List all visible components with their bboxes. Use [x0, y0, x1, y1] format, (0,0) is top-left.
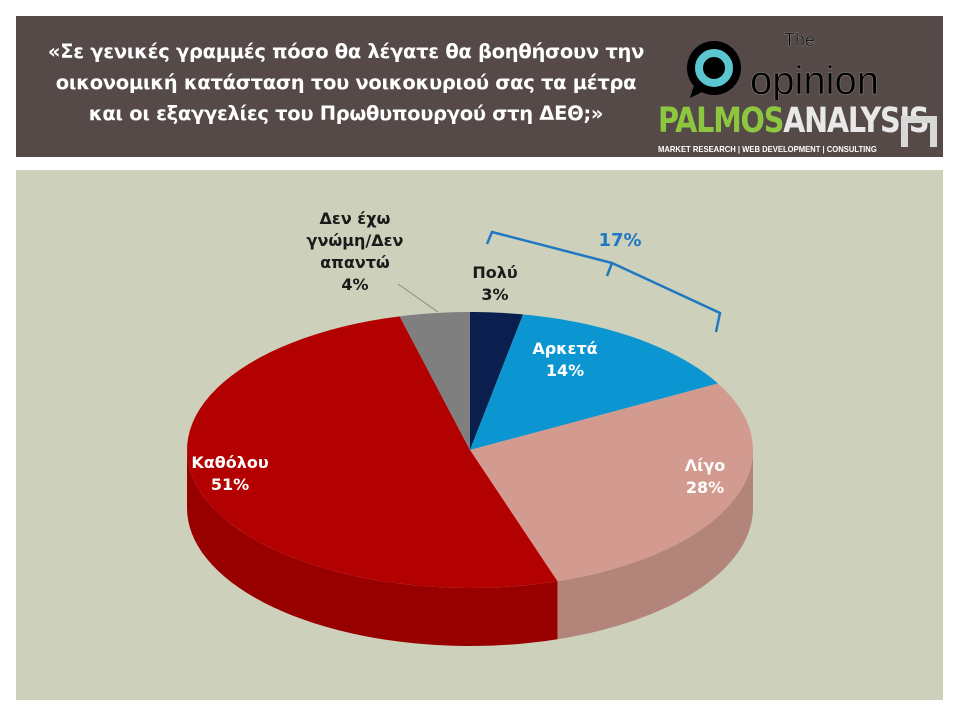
pie-side-3	[187, 450, 558, 646]
label-arketa-value: 14%	[545, 361, 585, 380]
label-poly-value: 3%	[481, 285, 509, 304]
leader-line	[397, 283, 439, 313]
the-opinion-logo: The opinion	[687, 30, 879, 100]
label-poly: Πολύ 3%	[460, 262, 530, 306]
logo-palmos: PALMOS	[658, 101, 784, 141]
label-arketa-text: Αρκετά	[532, 339, 598, 358]
pie-slice-1	[470, 314, 718, 450]
annotation-17: 17%	[598, 230, 642, 251]
pie-slice-0	[470, 312, 524, 450]
label-katholou-value: 51%	[210, 475, 250, 494]
question-title: «Σε γενικές γραμμές πόσο θα λέγατε θα βο…	[47, 40, 645, 125]
label-no-opinion: Δεν έχω γνώμη/Δεν απαντώ 4%	[300, 208, 410, 296]
label-arketa: Αρκετά 14%	[525, 338, 605, 382]
label-poly-text: Πολύ	[472, 263, 518, 282]
header-banner: «Σε γενικές γραμμές πόσο θα λέγατε θα βο…	[16, 16, 943, 157]
label-no-opinion-text: Δεν έχω γνώμη/Δεν απαντώ	[306, 209, 404, 272]
pie-side-2	[557, 450, 753, 640]
logo-the: The	[784, 30, 815, 50]
pie-slice-2	[470, 383, 753, 582]
pie-slice-4	[399, 312, 470, 450]
label-ligo-text: Λίγο	[684, 456, 726, 475]
annotation-bracket	[485, 230, 722, 333]
label-katholou: Καθόλου 51%	[180, 452, 280, 496]
logo-opinion-text: opinion	[750, 59, 879, 100]
pie-slice-3	[187, 316, 558, 588]
palmos-analysis-logo: PALMOSANALYSIS MARKET RESEARCH | WEB DEV…	[658, 100, 937, 157]
label-no-opinion-value: 4%	[341, 275, 369, 294]
label-ligo: Λίγο 28%	[665, 455, 745, 499]
logo-square-icon	[901, 116, 937, 147]
label-ligo-value: 28%	[685, 478, 725, 497]
label-katholou-text: Καθόλου	[191, 453, 269, 472]
logo-tagline: MARKET RESEARCH | WEB DEVELOPMENT | CONS…	[658, 144, 877, 154]
